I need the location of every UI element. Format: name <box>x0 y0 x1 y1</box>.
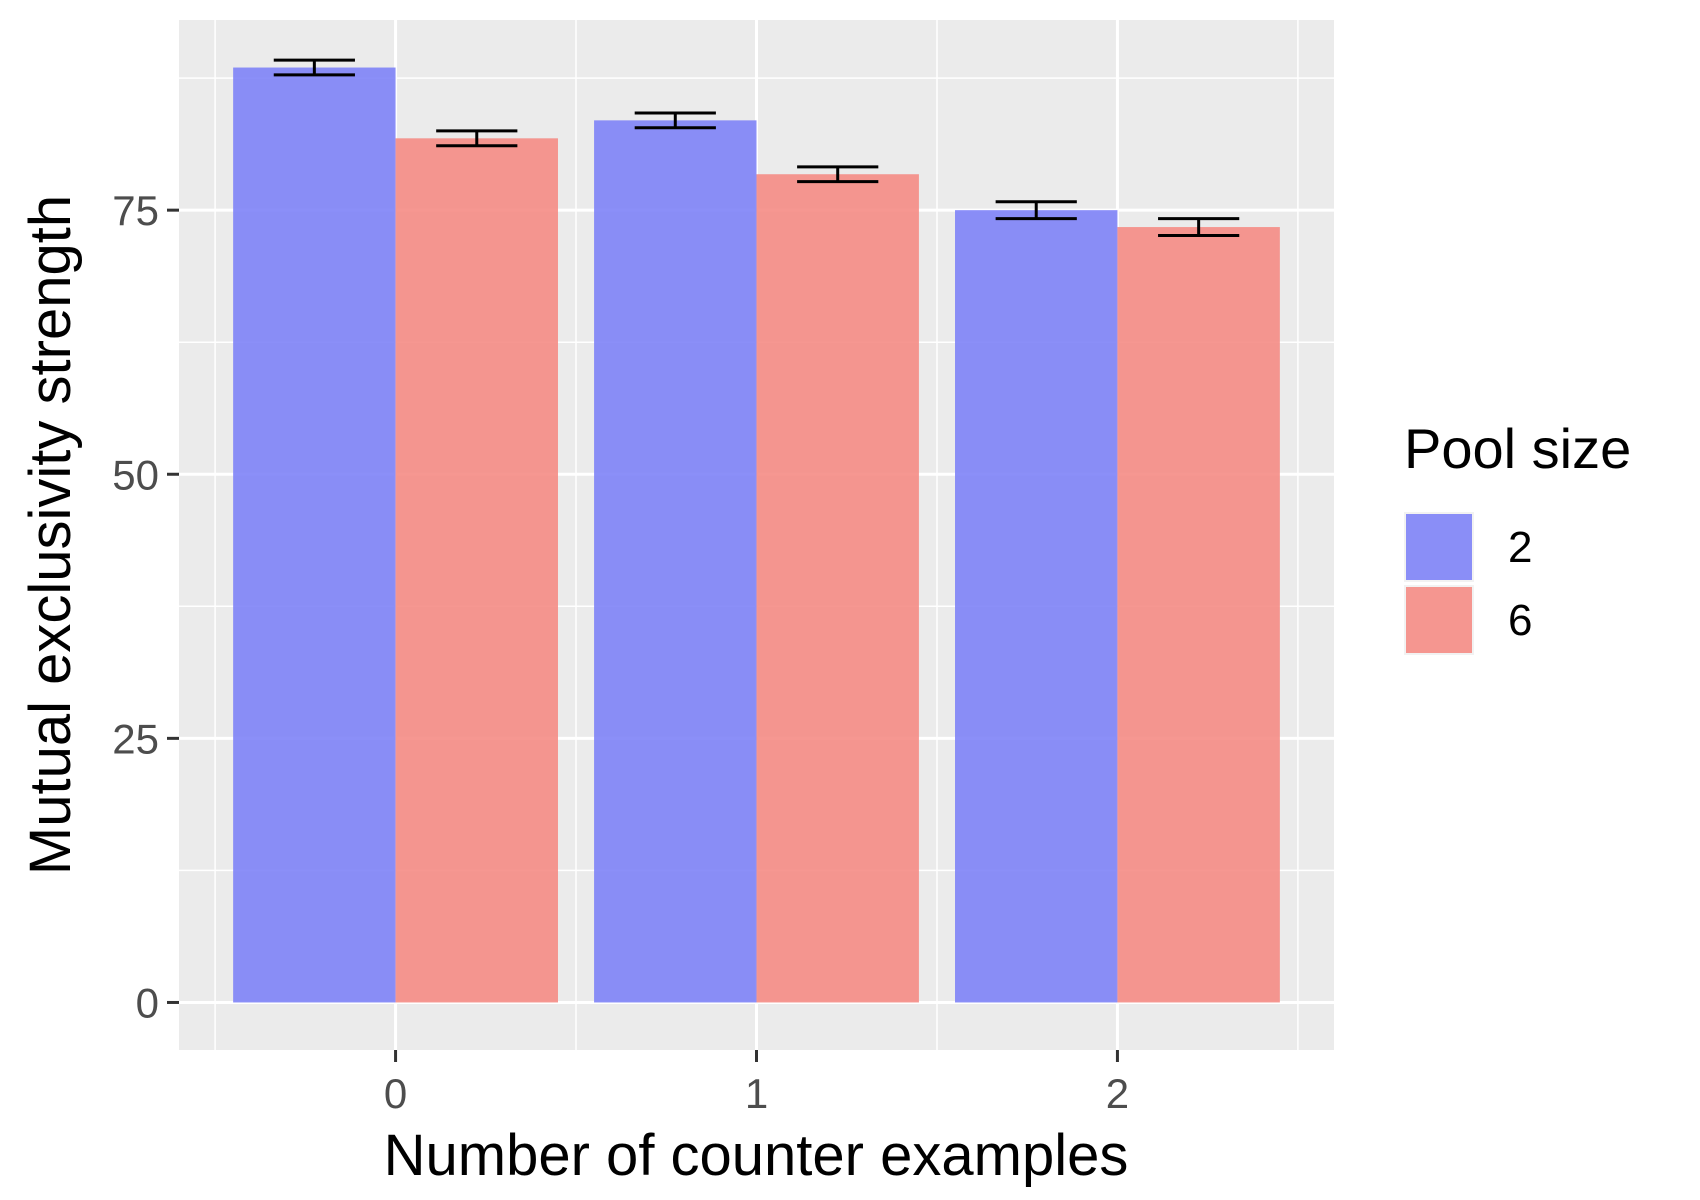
x-axis: 0 1 2 <box>384 1050 1129 1117</box>
bar <box>233 67 396 1003</box>
bar <box>594 120 757 1003</box>
y-tick-label: 50 <box>112 451 159 498</box>
y-tick-label: 75 <box>112 187 159 234</box>
legend-swatch <box>1406 514 1472 580</box>
y-tick-label: 25 <box>112 715 159 762</box>
bar <box>756 174 919 1003</box>
bar <box>1117 227 1280 1003</box>
x-tick-label: 2 <box>1106 1070 1129 1117</box>
y-axis-title: Mutual exclusivity strength <box>18 195 83 875</box>
x-axis-title: Number of counter examples <box>384 1123 1129 1188</box>
x-tick-label: 0 <box>384 1070 407 1117</box>
y-axis: 0 25 50 75 <box>112 187 179 1026</box>
legend-swatch <box>1406 587 1472 653</box>
legend: Pool size 26 <box>1404 417 1631 655</box>
legend-label: 6 <box>1508 596 1532 645</box>
error-bars <box>273 58 1240 238</box>
bar <box>395 138 558 1003</box>
bars <box>233 67 1280 1003</box>
bar <box>955 210 1118 1003</box>
legend-items: 26 <box>1404 512 1532 655</box>
x-tick-label: 1 <box>745 1070 768 1117</box>
y-tick-label: 0 <box>136 979 159 1026</box>
legend-title: Pool size <box>1404 417 1631 480</box>
legend-label: 2 <box>1508 523 1532 572</box>
